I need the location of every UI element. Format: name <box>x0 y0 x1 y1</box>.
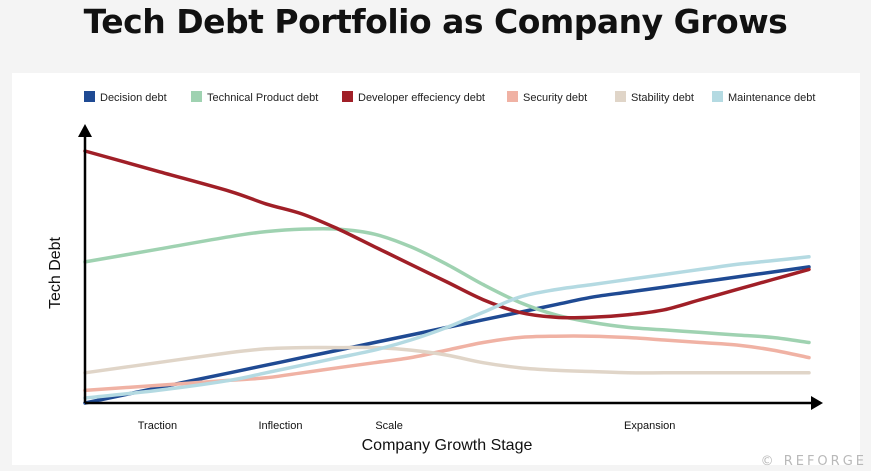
legend-label: Technical Product debt <box>207 92 318 104</box>
x-tick-label: Scale <box>375 420 403 432</box>
x-axis-arrow <box>811 396 823 410</box>
x-tick-label: Inflection <box>258 420 302 432</box>
y-axis-label: Tech Debt <box>47 236 64 309</box>
series-line-developer-effeciency-debt <box>83 149 811 320</box>
legend-label: Decision debt <box>100 92 167 104</box>
series-line-security-debt <box>83 334 811 393</box>
x-tick-label: Traction <box>138 420 177 432</box>
legend-swatch <box>342 91 353 102</box>
legend-label: Developer effeciency debt <box>358 92 485 104</box>
legend-label: Security debt <box>523 92 587 104</box>
line-chart: Decision debt Technical Product debt Devel… <box>47 91 823 454</box>
legend-swatch <box>84 91 95 102</box>
chart-panel: Decision debt Technical Product debt Devel… <box>12 73 860 465</box>
legend-label: Maintenance debt <box>728 92 815 104</box>
series-line-decision-debt <box>83 265 811 405</box>
y-axis-arrow <box>78 124 92 137</box>
legend-swatch <box>191 91 202 102</box>
x-axis-label: Company Growth Stage <box>362 437 533 454</box>
series-line-technical-product-debt <box>83 226 811 345</box>
chart-title: Tech Debt Portfolio as Company Grows <box>83 2 788 41</box>
legend-swatch <box>712 91 723 102</box>
x-tick-label: Expansion <box>624 420 675 432</box>
series-line-stability-debt <box>83 345 811 375</box>
legend-swatch <box>507 91 518 102</box>
legend-label: Stability debt <box>631 92 694 104</box>
legend-swatch <box>615 91 626 102</box>
series-line-maintenance-debt <box>83 255 811 400</box>
reforge-watermark: © REFORGE <box>760 454 867 469</box>
